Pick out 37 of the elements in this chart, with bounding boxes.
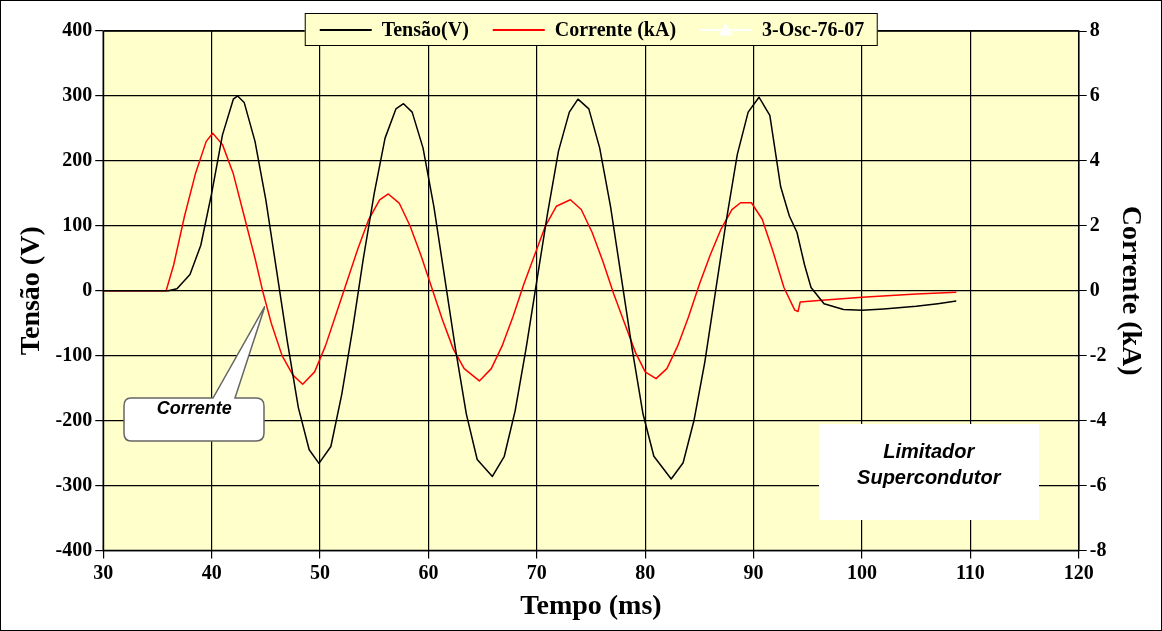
y-tick-label: -200 bbox=[55, 407, 93, 430]
y-tick-label: -300 bbox=[55, 472, 93, 495]
y2-tick-label: -2 bbox=[1089, 342, 1107, 365]
x-tick-label: 80 bbox=[635, 560, 656, 583]
y-tick-label: 400 bbox=[62, 18, 93, 41]
x-tick-label: 40 bbox=[201, 560, 222, 583]
y2-tick-label: 0 bbox=[1089, 277, 1100, 300]
x-tick-label: 110 bbox=[955, 560, 985, 583]
y2-tick-label: -8 bbox=[1089, 537, 1107, 560]
y2-tick-label: 8 bbox=[1089, 18, 1100, 41]
y2-tick-label: 6 bbox=[1089, 83, 1100, 106]
x-tick-label: 90 bbox=[743, 560, 764, 583]
y-axis-title: Tensão (V) bbox=[14, 226, 46, 356]
y2-tick-label: 2 bbox=[1089, 212, 1100, 235]
callout: Corrente bbox=[123, 306, 266, 443]
y-tick-label: 100 bbox=[62, 212, 93, 235]
x-axis-title: Tempo (ms) bbox=[520, 589, 662, 621]
y-tick-label: 0 bbox=[82, 277, 93, 300]
y-tick-label: 200 bbox=[62, 148, 93, 171]
legend-label: Corrente (kA) bbox=[554, 18, 677, 41]
y2-tick-label: -4 bbox=[1089, 407, 1107, 430]
x-tick-label: 50 bbox=[310, 560, 331, 583]
x-tick-label: 60 bbox=[418, 560, 439, 583]
y-tick-label: 300 bbox=[62, 83, 93, 106]
x-tick-label: 120 bbox=[1063, 560, 1094, 583]
y2-tick-label: -6 bbox=[1089, 472, 1107, 495]
legend-label: Tensão(V) bbox=[381, 18, 469, 41]
y2-axis-title: Corrente (kA) bbox=[1116, 205, 1148, 376]
x-tick-label: 100 bbox=[846, 560, 877, 583]
legend-label: 3-Osc-76-07 bbox=[762, 18, 865, 41]
x-tick-label: 70 bbox=[526, 560, 547, 583]
x-tick-label: 30 bbox=[93, 560, 114, 583]
text-box: Limitador Supercondutor bbox=[818, 424, 1039, 521]
y2-tick-label: 4 bbox=[1089, 148, 1100, 171]
annotation: Corrente bbox=[155, 398, 233, 420]
y-tick-label: -100 bbox=[55, 342, 93, 365]
y-tick-label: -400 bbox=[55, 537, 93, 560]
